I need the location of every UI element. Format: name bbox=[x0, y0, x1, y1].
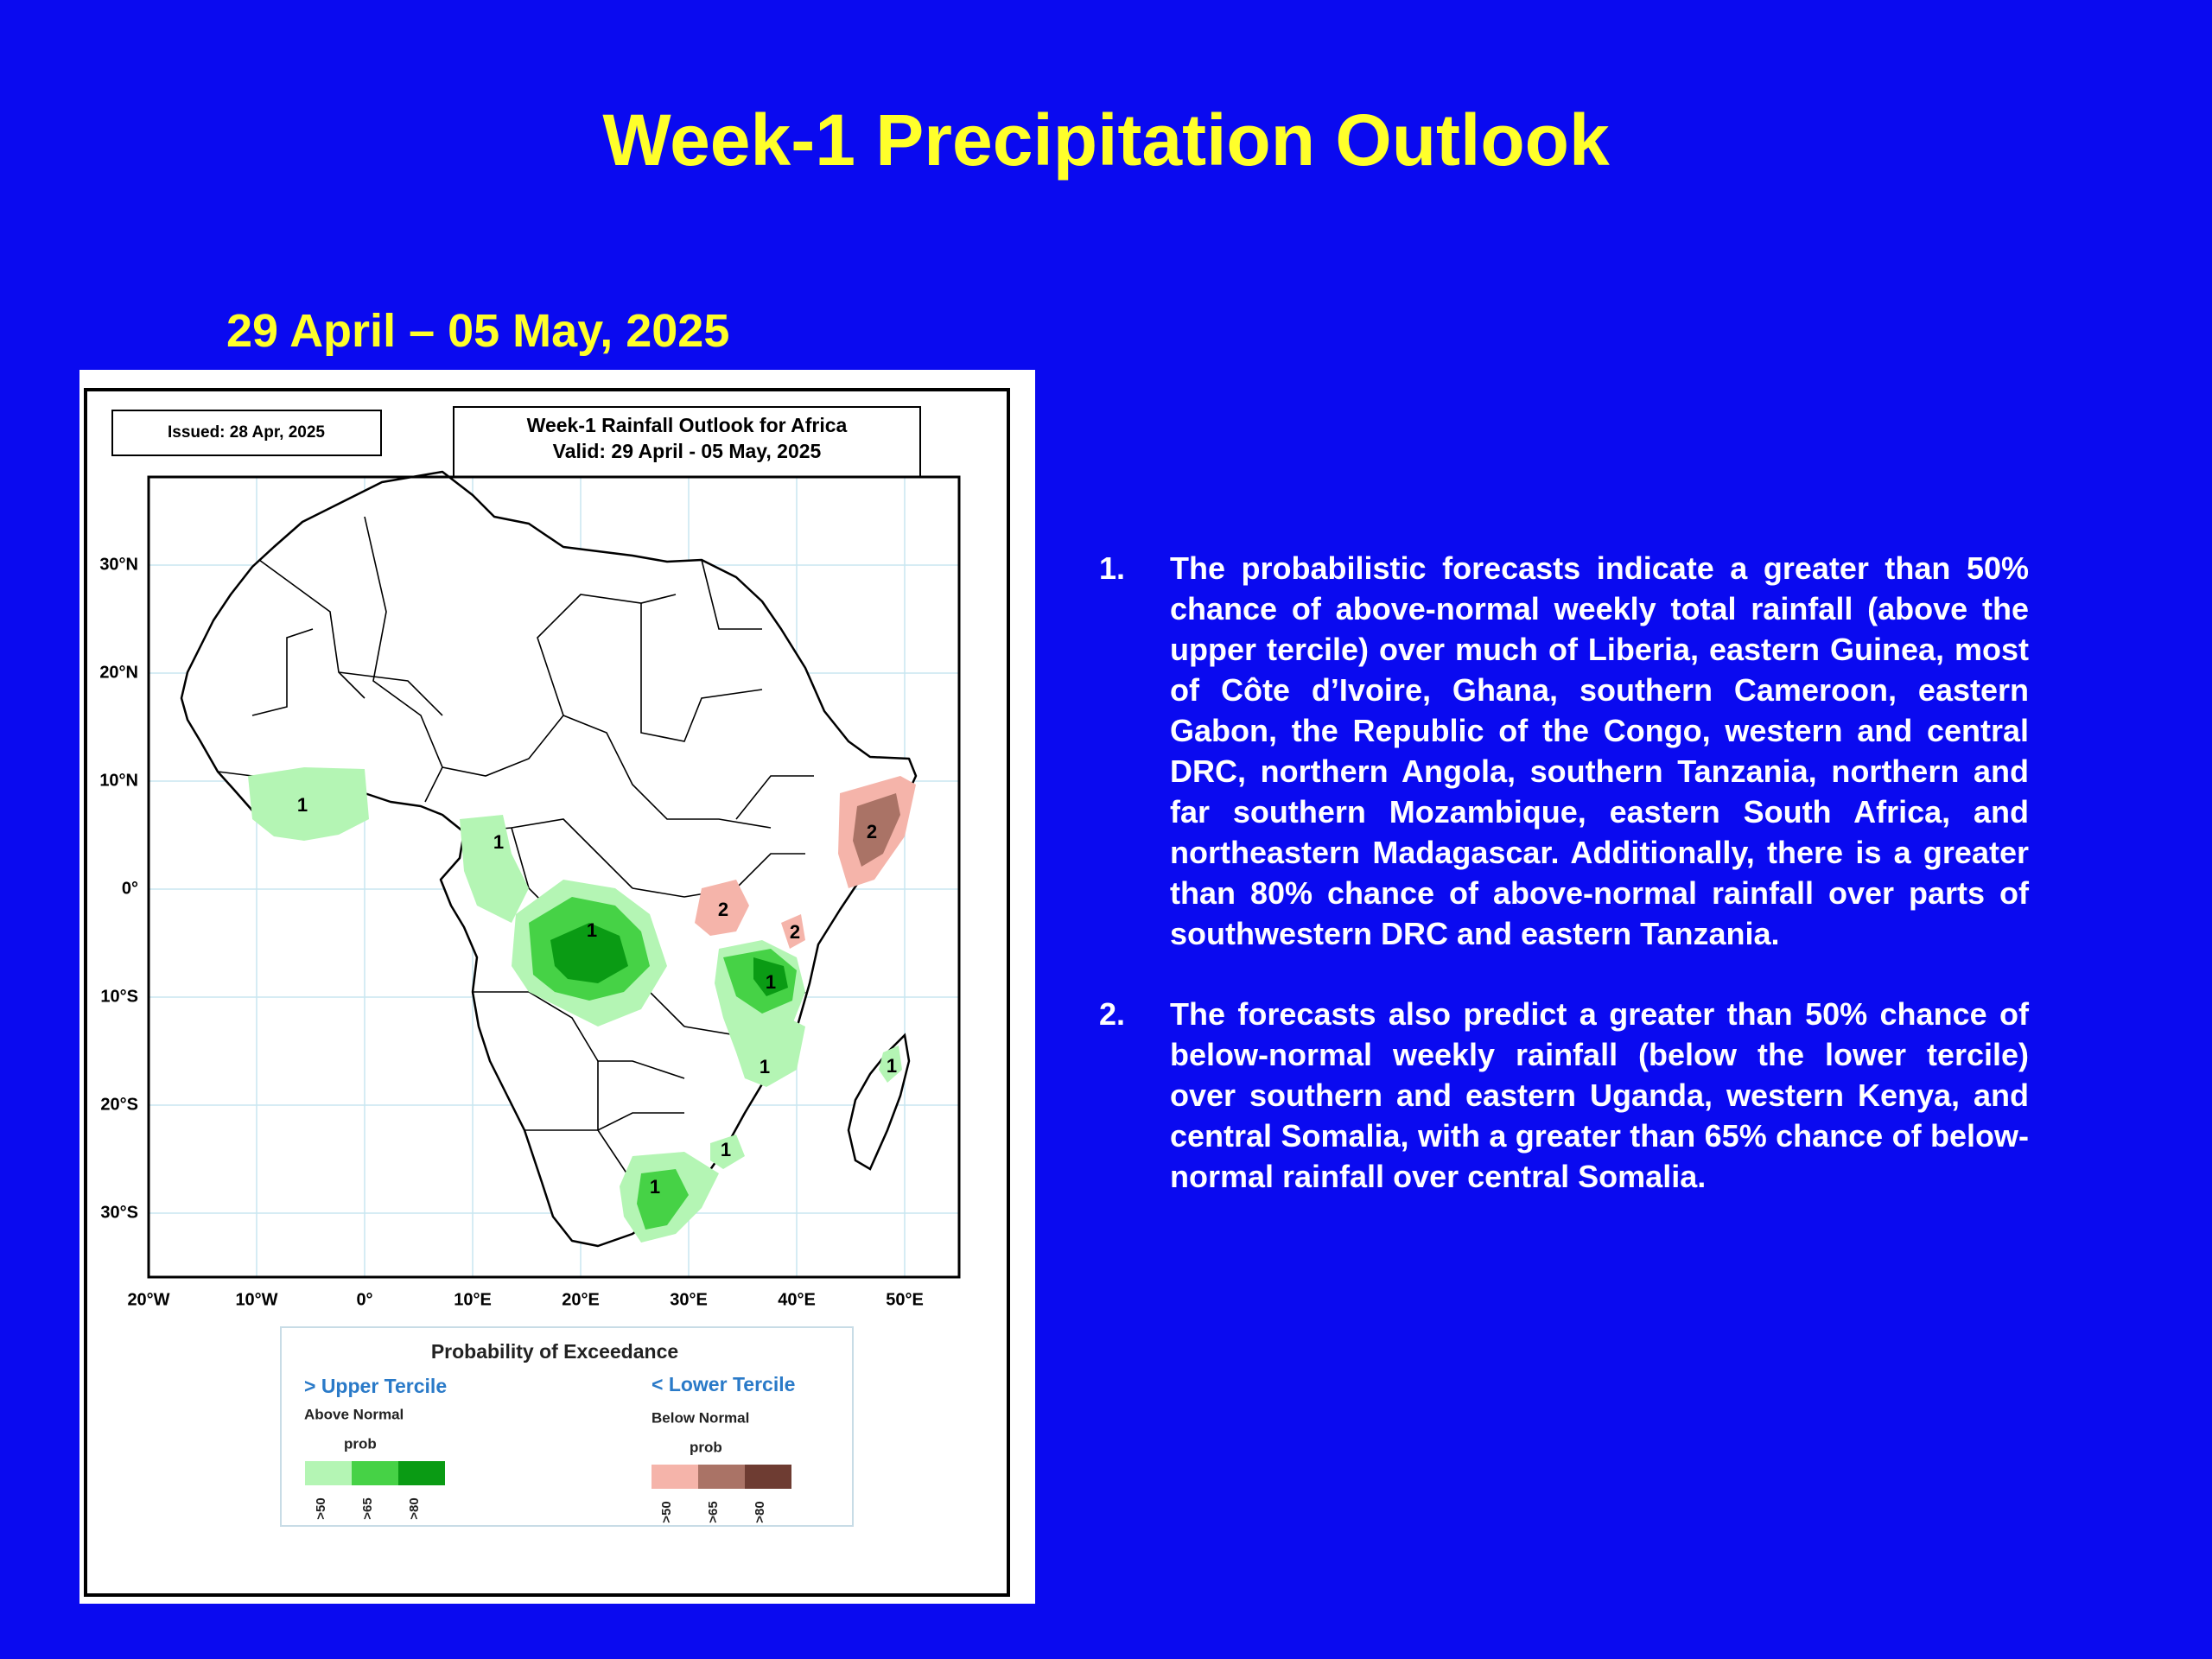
legend-lower-sub: Below Normal bbox=[652, 1409, 749, 1426]
slide-title: Week-1 Precipitation Outlook bbox=[602, 99, 1610, 181]
legend-lower-tick: >80 bbox=[753, 1501, 767, 1522]
south-africa-region-mid bbox=[637, 1169, 689, 1230]
legend-swatch-above-65 bbox=[352, 1461, 398, 1485]
legend-upper-tick: >50 bbox=[314, 1497, 328, 1519]
bullet-text: The forecasts also predict a greater tha… bbox=[1170, 996, 2029, 1194]
mozambique-region bbox=[736, 1014, 805, 1087]
lon-label: 20°W bbox=[127, 1290, 169, 1309]
issued-box bbox=[111, 410, 382, 456]
lat-label: 10°S bbox=[100, 987, 138, 1006]
legend-upper-sub: Above Normal bbox=[304, 1406, 404, 1422]
kenya-region bbox=[781, 914, 805, 949]
contour-label-drc: 1 bbox=[587, 919, 597, 941]
below-normal-regions bbox=[695, 776, 916, 949]
contour-label-mozambique: 1 bbox=[760, 1056, 770, 1077]
legend-lower-tick: >50 bbox=[659, 1501, 674, 1522]
map-title-line2: Valid: 29 April - 05 May, 2025 bbox=[553, 440, 822, 462]
bullet-text: The probabilistic forecasts indicate a g… bbox=[1170, 550, 2029, 951]
legend-swatch-below-65 bbox=[698, 1465, 745, 1489]
lat-label: 30°N bbox=[99, 555, 138, 574]
legend-upper-prob: prob bbox=[344, 1435, 377, 1452]
bullet-item: 2. The forecasts also predict a greater … bbox=[1099, 994, 2029, 1197]
outlook-map-panel: Issued: 28 Apr, 2025 Week-1 Rainfall Out… bbox=[79, 370, 1035, 1604]
cameroon-region bbox=[460, 815, 529, 923]
lat-label: 0° bbox=[122, 879, 138, 898]
contour-label-south-africa-east: 1 bbox=[721, 1139, 731, 1160]
legend-box bbox=[280, 1326, 854, 1527]
date-range: 29 April – 05 May, 2025 bbox=[226, 305, 730, 357]
south-africa-east-region bbox=[710, 1135, 745, 1169]
contour-label-madagascar: 1 bbox=[887, 1055, 897, 1077]
lon-label: 0° bbox=[356, 1290, 372, 1309]
map-title-box bbox=[453, 406, 921, 478]
latitude-labels: 30°N 20°N 10°N 0° 10°S 20°S 30°S bbox=[99, 555, 138, 1222]
above-normal-regions bbox=[248, 767, 902, 1243]
lat-label: 20°S bbox=[100, 1095, 138, 1114]
contour-label-tanzania: 1 bbox=[766, 971, 776, 993]
lat-label: 10°N bbox=[99, 771, 138, 790]
longitude-labels: 20°W 10°W 0° 10°E 20°E 30°E 40°E 50°E bbox=[127, 1290, 923, 1309]
country-borders bbox=[217, 516, 814, 1192]
uganda-region bbox=[695, 880, 749, 936]
lon-label: 20°E bbox=[562, 1290, 600, 1309]
contour-label-kenya: 2 bbox=[790, 921, 800, 943]
tanzania-region-core bbox=[753, 957, 788, 996]
legend-lower-prob: prob bbox=[690, 1439, 722, 1455]
legend-swatch-below-50 bbox=[652, 1465, 698, 1489]
lon-label: 10°E bbox=[454, 1290, 492, 1309]
legend-upper-tick: >65 bbox=[360, 1497, 375, 1519]
legend-lower-tick: >65 bbox=[706, 1501, 721, 1522]
issued-label: Issued: 28 Apr, 2025 bbox=[168, 423, 325, 442]
west-africa-region bbox=[248, 767, 369, 841]
contour-label-west-africa: 1 bbox=[297, 794, 308, 816]
contour-label-somalia: 2 bbox=[867, 821, 877, 842]
contour-labels: 1 1 1 1 1 1 1 1 2 2 2 bbox=[297, 794, 897, 1198]
drc-region-core bbox=[550, 923, 628, 983]
lon-label: 40°E bbox=[778, 1290, 816, 1309]
lon-label: 30°E bbox=[670, 1290, 708, 1309]
contour-label-cameroon: 1 bbox=[493, 831, 504, 853]
contour-label-uganda: 2 bbox=[718, 899, 728, 920]
somalia-region-mid bbox=[853, 793, 900, 867]
legend-upper-tick: >80 bbox=[407, 1497, 422, 1519]
lon-label: 50°E bbox=[886, 1290, 924, 1309]
map-title-line1: Week-1 Rainfall Outlook for Africa bbox=[527, 414, 848, 436]
legend-swatch-below-80 bbox=[745, 1465, 791, 1489]
plot-border bbox=[147, 475, 961, 1279]
map-legend: Probability of Exceedance > Upper Tercil… bbox=[280, 1326, 854, 1527]
madagascar-region bbox=[879, 1046, 902, 1083]
contour-label-south-africa: 1 bbox=[650, 1176, 660, 1198]
forecast-bullets: 1. The probabilistic forecasts indicate … bbox=[1099, 548, 2029, 1197]
legend-title: Probability of Exceedance bbox=[431, 1340, 678, 1363]
lat-label: 30°S bbox=[100, 1203, 138, 1222]
bullet-number: 1. bbox=[1099, 550, 1126, 586]
bullet-number: 2. bbox=[1099, 996, 1126, 1032]
lat-label: 20°N bbox=[99, 663, 138, 682]
legend-upper-title: > Upper Tercile bbox=[304, 1375, 447, 1397]
legend-lower-title: < Lower Tercile bbox=[652, 1373, 795, 1395]
legend-swatch-above-80 bbox=[398, 1461, 445, 1485]
bullet-item: 1. The probabilistic forecasts indicate … bbox=[1099, 548, 2029, 954]
outlook-map: Issued: 28 Apr, 2025 Week-1 Rainfall Out… bbox=[84, 388, 1010, 1597]
lon-label: 10°W bbox=[235, 1290, 277, 1309]
africa-outline bbox=[180, 470, 918, 1248]
legend-swatch-above-50 bbox=[305, 1461, 352, 1485]
